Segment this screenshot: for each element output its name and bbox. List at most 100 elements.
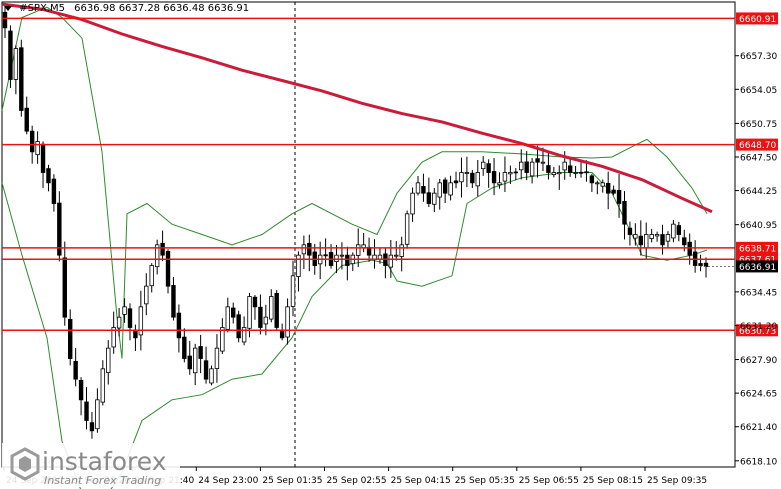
candle bbox=[73, 348, 78, 387]
candle bbox=[138, 290, 144, 351]
candle bbox=[394, 241, 399, 261]
candle bbox=[524, 151, 529, 181]
candle bbox=[415, 175, 421, 196]
candle bbox=[519, 149, 524, 180]
candle bbox=[491, 158, 497, 196]
candle bbox=[513, 168, 519, 181]
candle bbox=[437, 178, 442, 210]
x-tick-label: 25 Sep 04:15 bbox=[391, 476, 451, 486]
x-tick-label: 25 Sep 09:35 bbox=[647, 476, 707, 486]
candle bbox=[671, 220, 676, 243]
candle bbox=[654, 231, 660, 242]
candle bbox=[144, 273, 149, 316]
candle bbox=[546, 150, 551, 180]
candle bbox=[323, 238, 328, 267]
candle bbox=[535, 145, 540, 178]
candle bbox=[508, 165, 513, 184]
candle bbox=[269, 289, 274, 323]
plot-frame bbox=[1, 1, 736, 468]
candle bbox=[529, 158, 535, 184]
level-label-bg bbox=[736, 138, 778, 151]
candle bbox=[551, 166, 557, 178]
candle bbox=[8, 25, 13, 88]
y-tick-label: 6621.40 bbox=[740, 423, 777, 433]
candle bbox=[209, 365, 214, 386]
candle bbox=[46, 164, 51, 192]
candle bbox=[225, 297, 230, 333]
x-tick-label: 25 Sep 08:15 bbox=[583, 476, 643, 486]
candle bbox=[442, 177, 448, 203]
candle bbox=[567, 157, 573, 177]
y-tick-label: 6640.95 bbox=[740, 221, 777, 231]
candle bbox=[616, 173, 622, 218]
candle bbox=[665, 231, 671, 249]
candle bbox=[214, 334, 220, 383]
symbol-name: #SPX,M5 bbox=[19, 3, 65, 14]
candle bbox=[426, 177, 432, 208]
candle bbox=[160, 230, 165, 262]
x-tick-label: 25 Sep 01:35 bbox=[262, 476, 322, 486]
y-tick-label: 6618.10 bbox=[740, 457, 777, 467]
candle bbox=[339, 242, 345, 270]
candle bbox=[470, 169, 475, 188]
level-label: 6648.70 bbox=[739, 141, 776, 151]
candle bbox=[95, 388, 100, 433]
level-label: 6630.73 bbox=[739, 327, 776, 337]
candle bbox=[296, 251, 301, 292]
candle bbox=[106, 340, 111, 385]
candle bbox=[57, 191, 62, 262]
moving-average bbox=[1, 2, 713, 214]
candle bbox=[633, 223, 638, 246]
candle bbox=[252, 295, 258, 320]
candle bbox=[290, 260, 296, 317]
candle bbox=[19, 39, 24, 117]
candle bbox=[89, 411, 95, 439]
y-tick-label: 6650.75 bbox=[740, 120, 777, 130]
symbol-header[interactable]: #SPX,M5 6636.98 6637.28 6636.48 6636.91 bbox=[4, 3, 249, 14]
candle bbox=[84, 387, 89, 430]
candle bbox=[611, 185, 616, 196]
candle bbox=[220, 318, 225, 354]
candle bbox=[154, 239, 160, 275]
x-tick-label: 25 Sep 05:35 bbox=[455, 476, 515, 486]
candle bbox=[165, 249, 171, 294]
candle bbox=[475, 159, 480, 197]
candle bbox=[122, 298, 127, 323]
candle bbox=[464, 156, 470, 188]
candle bbox=[589, 173, 595, 192]
y-tick-label: 6631.20 bbox=[740, 322, 777, 332]
candle bbox=[410, 187, 415, 222]
candle bbox=[497, 172, 502, 189]
candle bbox=[660, 224, 665, 255]
candle bbox=[448, 175, 453, 201]
moving-average-line bbox=[1, 2, 713, 214]
y-tick-label: 6624.65 bbox=[740, 390, 777, 400]
price-axis: 6657.30 6654.05 6650.75 6647.50 6644.25 6640.… bbox=[735, 52, 777, 467]
watermark-name: instaforex bbox=[42, 447, 167, 476]
candle bbox=[307, 234, 312, 272]
chevron-down-icon[interactable] bbox=[4, 5, 12, 11]
x-tick-label: 25 Sep 06:55 bbox=[519, 476, 579, 486]
candle bbox=[149, 263, 154, 293]
instaforex-logo-icon bbox=[10, 447, 40, 481]
candle bbox=[192, 343, 198, 386]
candle bbox=[404, 210, 410, 249]
candle bbox=[486, 159, 491, 188]
candle bbox=[301, 235, 307, 270]
candle bbox=[187, 341, 192, 375]
candle bbox=[622, 191, 627, 240]
candle bbox=[171, 277, 176, 321]
candle bbox=[638, 220, 643, 256]
y-tick-label: 6627.90 bbox=[740, 356, 777, 366]
level-label: 6638.71 bbox=[739, 244, 776, 254]
candle bbox=[116, 307, 122, 337]
watermark-tagline: Instant Forex Trading bbox=[44, 474, 162, 487]
candle bbox=[51, 174, 57, 212]
x-tick-label: 24 Sep 23:00 bbox=[198, 476, 258, 486]
candle bbox=[62, 241, 67, 326]
candle bbox=[274, 290, 279, 331]
candle bbox=[285, 298, 290, 345]
candle bbox=[453, 171, 459, 189]
candle bbox=[68, 309, 73, 366]
